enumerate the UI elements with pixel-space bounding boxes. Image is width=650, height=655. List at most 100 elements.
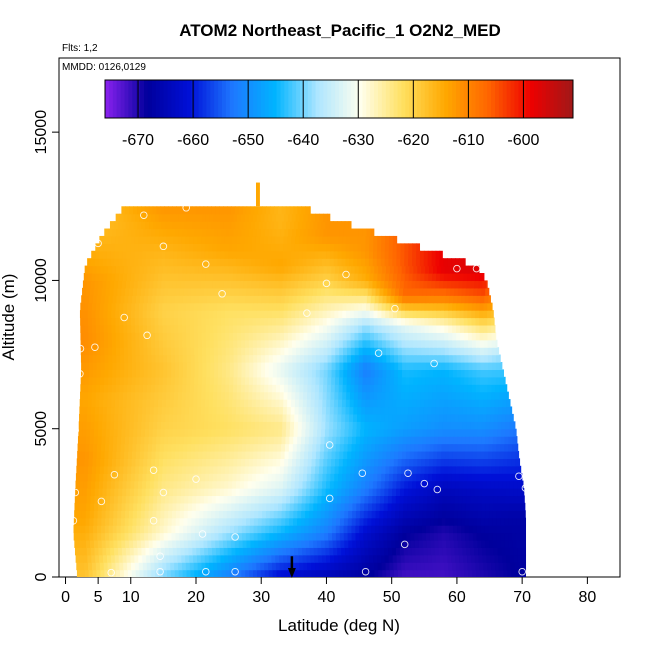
heatmap-cell: [342, 384, 348, 393]
heatmap-cell: [215, 495, 221, 504]
heatmap-cell: [203, 517, 208, 526]
heatmap-cell: [487, 354, 493, 363]
heatmap-cell: [457, 539, 463, 548]
heatmap-cell: [384, 495, 389, 504]
heatmap-cell: [400, 480, 405, 489]
heatmap-cell: [174, 302, 179, 311]
heatmap-cell: [468, 532, 474, 541]
heatmap-cell: [258, 510, 263, 519]
heatmap-cell: [366, 369, 372, 378]
heatmap-cell: [155, 450, 160, 459]
heatmap-cell: [397, 302, 402, 311]
heatmap-cell: [310, 399, 316, 408]
heatmap-cell: [434, 495, 440, 504]
heatmap-cell: [512, 436, 517, 445]
heatmap-cell: [229, 354, 235, 363]
heatmap-cell: [161, 243, 167, 252]
heatmap-cell: [397, 384, 402, 393]
heatmap-cell: [331, 569, 336, 577]
heatmap-cell: [234, 532, 239, 541]
heatmap-cell: [436, 317, 441, 326]
heatmap-cell: [170, 347, 176, 356]
heatmap-cell: [110, 250, 116, 259]
heatmap-cell: [245, 347, 250, 356]
heatmap-cell: [228, 317, 234, 326]
heatmap-cell: [364, 421, 369, 430]
heatmap-cell: [351, 361, 356, 370]
heatmap-cell: [88, 369, 94, 378]
heatmap-cell: [437, 569, 442, 577]
heatmap-cell: [470, 495, 475, 504]
heatmap-cell: [463, 384, 469, 393]
heatmap-cell: [106, 258, 112, 267]
heatmap-cell: [414, 539, 420, 548]
heatmap-cell: [376, 547, 381, 556]
heatmap-cell: [182, 302, 187, 311]
heatmap-cell: [492, 525, 497, 534]
heatmap-cell: [225, 376, 231, 385]
heatmap-cell: [369, 399, 374, 408]
heatmap-cell: [152, 539, 158, 548]
heatmap-cell: [195, 517, 200, 526]
heatmap-cell: [498, 391, 504, 400]
heatmap-cell: [244, 310, 249, 319]
heatmap-cell: [520, 502, 526, 511]
heatmap-cell: [419, 406, 425, 415]
heatmap-cell: [331, 361, 337, 370]
heatmap-cell: [467, 317, 473, 326]
heatmap-cell: [479, 317, 484, 326]
heatmap-cell: [451, 399, 457, 408]
heatmap-cell: [344, 495, 350, 504]
heatmap-cell: [385, 302, 391, 311]
heatmap-cell: [334, 391, 339, 400]
heatmap-cell: [497, 495, 503, 504]
heatmap-cell: [378, 265, 383, 274]
heatmap-cell: [385, 310, 390, 319]
heatmap-cell: [397, 376, 403, 385]
heatmap-cell: [91, 406, 96, 415]
heatmap-cell: [393, 347, 399, 356]
heatmap-cell: [342, 376, 348, 385]
heatmap-cell: [400, 273, 406, 282]
heatmap-cell: [207, 539, 212, 548]
heatmap-cell: [472, 569, 477, 577]
heatmap-cell: [110, 243, 116, 252]
heatmap-cell: [159, 369, 164, 378]
heatmap-cell: [466, 480, 472, 489]
heatmap-cell: [185, 250, 190, 259]
heatmap-cell: [505, 421, 510, 430]
heatmap-cell: [241, 458, 246, 467]
heatmap-cell: [277, 287, 283, 296]
heatmap-cell: [155, 458, 160, 467]
heatmap-cell: [289, 287, 294, 296]
heatmap-cell: [193, 399, 198, 408]
heatmap-cell: [464, 354, 470, 363]
heatmap-cell: [314, 399, 320, 408]
heatmap-cell: [327, 347, 332, 356]
heatmap-cell: [478, 399, 484, 408]
heatmap-cell: [328, 510, 334, 519]
heatmap-cell: [414, 517, 419, 526]
heatmap-cell: [151, 361, 157, 370]
heatmap-cell: [154, 317, 159, 326]
heatmap-cell: [369, 562, 375, 571]
heatmap-cell: [454, 280, 460, 289]
heatmap-cell: [253, 569, 258, 577]
heatmap-cell: [290, 488, 295, 497]
heatmap-cell: [164, 539, 169, 548]
heatmap-cell: [125, 428, 130, 437]
heatmap-cell: [119, 458, 125, 467]
heatmap-cell: [320, 287, 326, 296]
heatmap-cell: [197, 391, 202, 400]
heatmap-cell: [371, 436, 377, 445]
heatmap-cell: [333, 258, 339, 267]
heatmap-cell: [462, 280, 468, 289]
heatmap-cell: [501, 502, 506, 511]
heatmap-cell: [100, 332, 105, 341]
heatmap-cell: [303, 302, 308, 311]
heatmap-cell: [411, 495, 416, 504]
heatmap-cell: [218, 295, 223, 304]
heatmap-cell: [223, 428, 228, 437]
heatmap-cell: [189, 235, 194, 244]
heatmap-cell: [317, 495, 322, 504]
